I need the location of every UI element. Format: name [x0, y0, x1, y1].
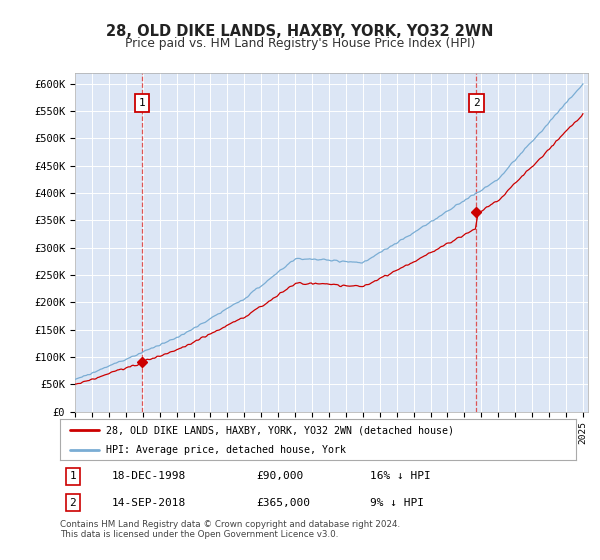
Text: 28, OLD DIKE LANDS, HAXBY, YORK, YO32 2WN (detached house): 28, OLD DIKE LANDS, HAXBY, YORK, YO32 2W…: [106, 425, 454, 435]
Text: £365,000: £365,000: [256, 498, 310, 508]
Text: HPI: Average price, detached house, York: HPI: Average price, detached house, York: [106, 445, 346, 455]
Text: 1: 1: [70, 471, 76, 481]
Text: 2: 2: [70, 498, 76, 508]
Text: Contains HM Land Registry data © Crown copyright and database right 2024.
This d: Contains HM Land Registry data © Crown c…: [60, 520, 400, 539]
Text: 1: 1: [139, 98, 145, 108]
Text: 9% ↓ HPI: 9% ↓ HPI: [370, 498, 424, 508]
Text: 18-DEC-1998: 18-DEC-1998: [112, 471, 186, 481]
Text: Price paid vs. HM Land Registry's House Price Index (HPI): Price paid vs. HM Land Registry's House …: [125, 37, 475, 50]
Text: 28, OLD DIKE LANDS, HAXBY, YORK, YO32 2WN: 28, OLD DIKE LANDS, HAXBY, YORK, YO32 2W…: [106, 24, 494, 39]
Text: 2: 2: [473, 98, 480, 108]
Text: £90,000: £90,000: [256, 471, 304, 481]
Text: 14-SEP-2018: 14-SEP-2018: [112, 498, 186, 508]
Text: 16% ↓ HPI: 16% ↓ HPI: [370, 471, 430, 481]
